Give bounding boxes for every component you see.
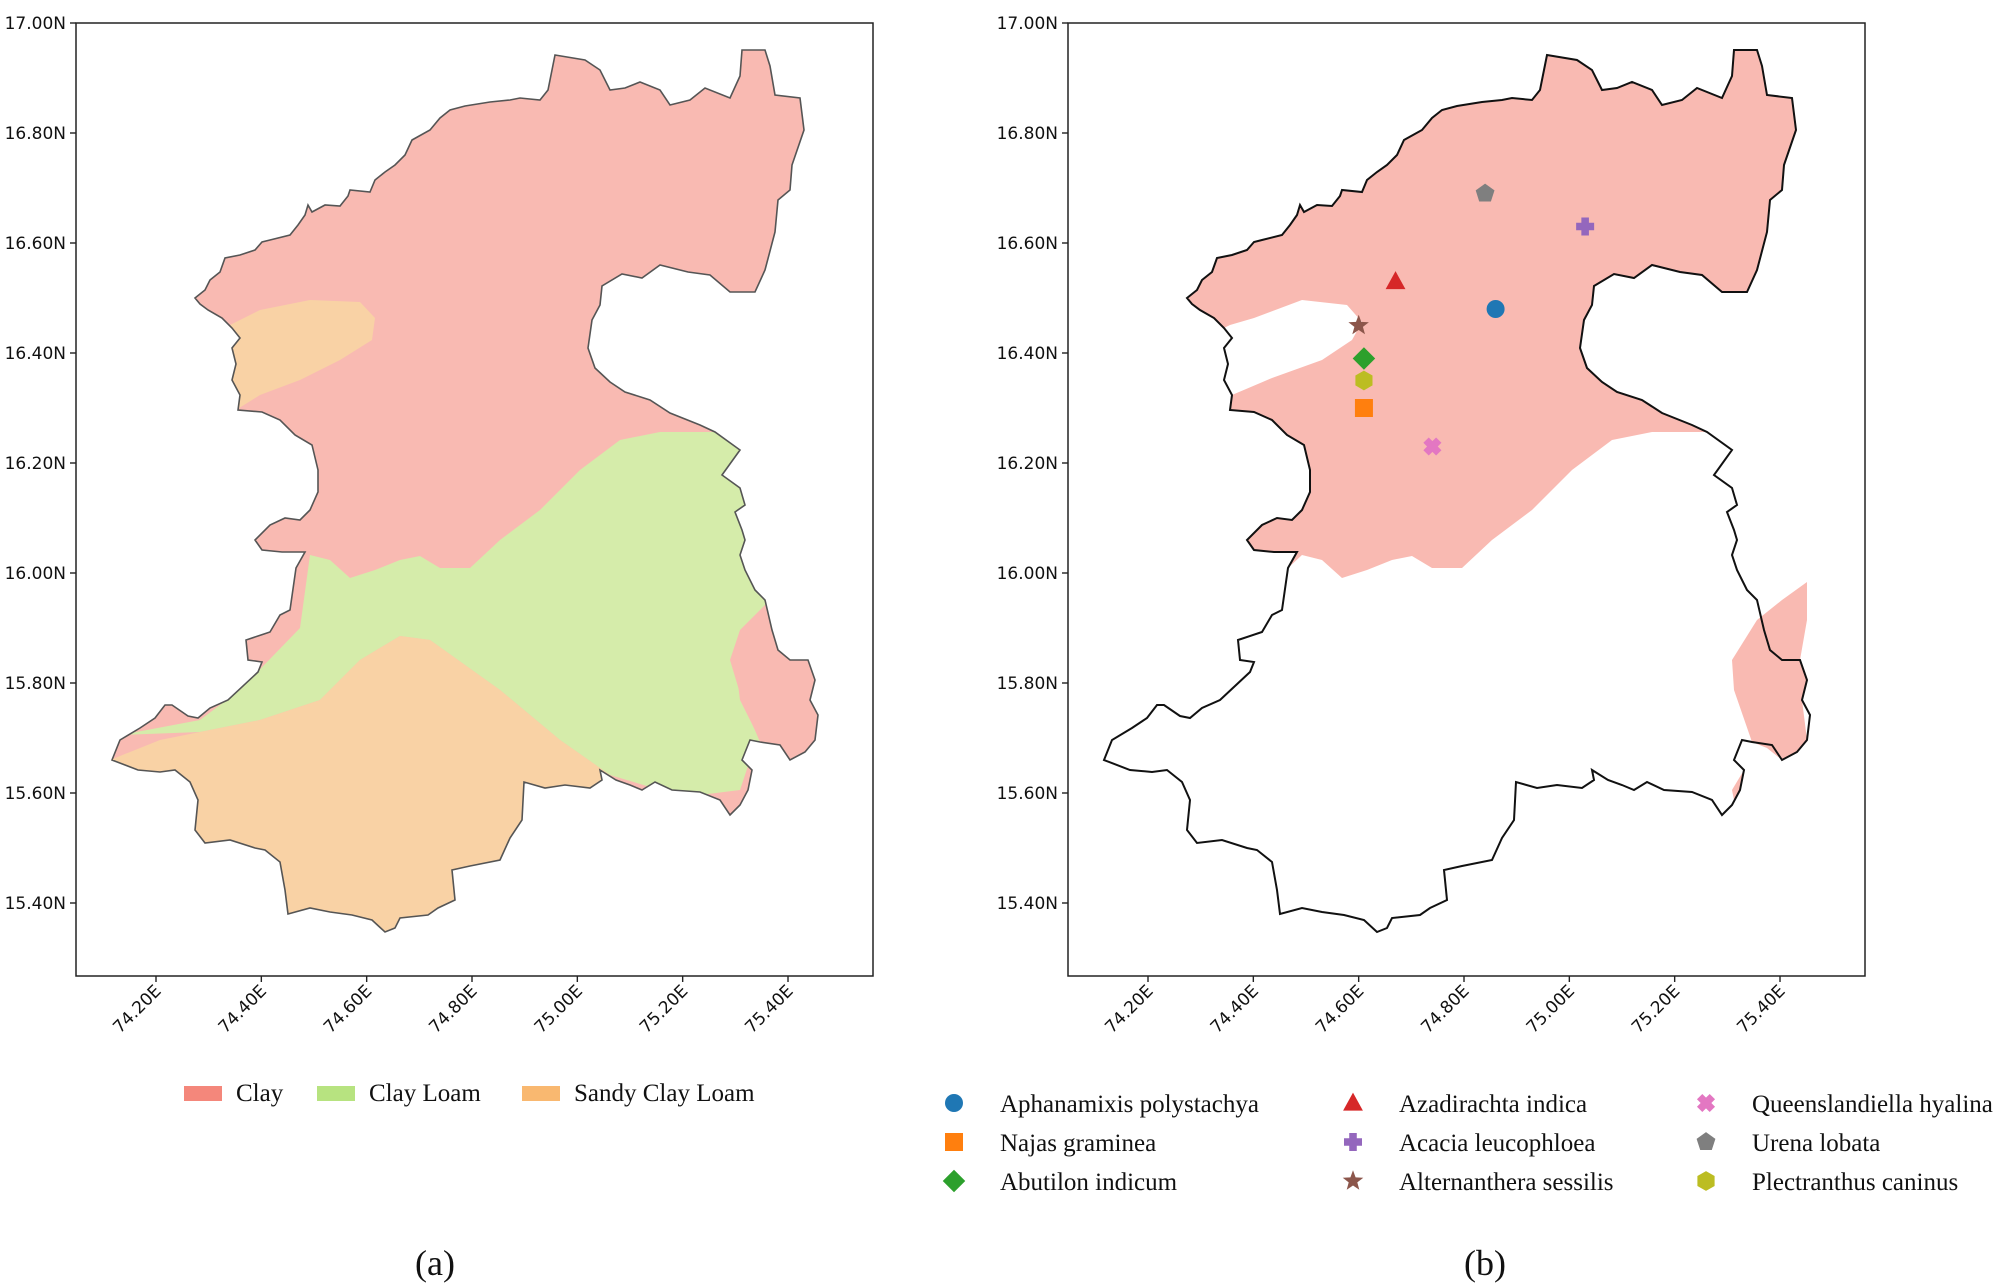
x-tick-label: 74.80E — [1417, 981, 1473, 1037]
y-tick-label: 17.00N — [5, 14, 66, 34]
star-marker-icon — [1342, 1170, 1364, 1190]
species-point — [1576, 217, 1595, 236]
soil-sandy-clay-loam-west — [215, 300, 375, 410]
legend-label: Clay Loam — [369, 1080, 481, 1107]
legend-label: Clay — [236, 1080, 284, 1107]
y-tick-label: 16.60N — [5, 234, 66, 254]
legend-b: Aphanamixis polystachya Najas graminea Abu… — [942, 1091, 1993, 1196]
species-point — [1486, 300, 1505, 318]
legend-swatch — [522, 1086, 560, 1101]
species-point — [1355, 370, 1373, 391]
y-tick-label: 15.80N — [997, 674, 1058, 694]
y-axis-b: 17.00N 16.80N 16.60N 16.40N 16.20N 16.00N 15.8… — [997, 14, 1068, 914]
legend-label: Acacia leucophloea — [1399, 1130, 1595, 1157]
circle-marker-icon — [945, 1094, 963, 1112]
legend-item: Acacia leucophloea — [1344, 1130, 1595, 1157]
y-tick-label: 16.60N — [997, 234, 1058, 254]
x-axis-b: 74.20E 74.40E 74.60E 74.80E 75.00E 75.20E 75.4… — [1101, 976, 1790, 1038]
soil-clay-loam-region — [120, 432, 770, 795]
legend-label: Azadirachta indica — [1399, 1091, 1587, 1118]
soil-clay-east-lobe-b — [1732, 582, 1807, 760]
x-tick-label: 74.80E — [425, 981, 481, 1037]
x-marker-icon — [1696, 1093, 1716, 1113]
x-tick-label: 75.00E — [531, 981, 587, 1037]
y-tick-label: 16.40N — [997, 344, 1058, 364]
legend-item: Clay Loam — [317, 1080, 481, 1107]
square-marker-icon — [945, 1133, 963, 1151]
x-tick-label: 75.40E — [1733, 981, 1789, 1037]
soil-clay-south-tip-b — [1732, 770, 1744, 800]
pentagon-marker-icon — [1696, 1132, 1716, 1150]
map-panel-b: 17.00N 16.80N 16.60N 16.40N 16.20N 16.00N 15.8… — [942, 14, 1993, 1283]
legend-item: Plectranthus caninus — [1697, 1169, 1958, 1196]
legend-item: Clay — [184, 1080, 284, 1107]
legend-swatch — [317, 1086, 355, 1101]
species-points — [1348, 183, 1595, 456]
legend-label: Abutilon indicum — [1000, 1169, 1178, 1196]
x-axis-a: 74.20E 74.40E 74.60E 74.80E 75.00E 75.20E 75.4… — [109, 976, 798, 1038]
y-tick-label: 16.80N — [5, 124, 66, 144]
species-point — [1385, 271, 1406, 290]
y-tick-label: 15.40N — [5, 894, 66, 914]
map-panel-a: 17.00N 16.80N 16.60N 16.40N 16.20N 16.00N 15.8… — [5, 14, 874, 1283]
legend-label: Alternanthera sessilis — [1399, 1169, 1614, 1196]
legend-item: Abutilon indicum — [942, 1169, 1178, 1196]
legend-label: Sandy Clay Loam — [574, 1080, 755, 1107]
legend-item: Najas graminea — [945, 1130, 1156, 1157]
x-tick-label: 75.40E — [741, 981, 797, 1037]
hexagon-marker-icon — [1697, 1171, 1715, 1191]
x-tick-label: 75.20E — [636, 981, 692, 1037]
legend-swatch — [184, 1086, 222, 1101]
legend-item: Sandy Clay Loam — [522, 1080, 755, 1107]
x-tick-label: 75.20E — [1628, 981, 1684, 1037]
y-tick-label: 15.60N — [997, 784, 1058, 804]
x-tick-label: 74.20E — [109, 981, 165, 1037]
legend-item: Alternanthera sessilis — [1342, 1169, 1614, 1196]
species-point — [1348, 314, 1369, 335]
legend-label: Plectranthus caninus — [1752, 1169, 1958, 1196]
y-tick-label: 16.80N — [997, 124, 1058, 144]
legend-label: Najas graminea — [1000, 1130, 1156, 1157]
y-tick-label: 16.00N — [997, 564, 1058, 584]
y-tick-label: 16.40N — [5, 344, 66, 364]
species-point — [1354, 399, 1373, 417]
y-tick-label: 15.40N — [997, 894, 1058, 914]
species-point — [1352, 347, 1376, 370]
caption-a: (a) — [415, 1243, 455, 1283]
x-tick-label: 74.60E — [1312, 981, 1368, 1037]
species-point — [1423, 437, 1442, 456]
triangle-marker-icon — [1343, 1092, 1363, 1111]
x-tick-label: 74.40E — [1207, 981, 1263, 1037]
y-axis-a: 17.00N 16.80N 16.60N 16.40N 16.20N 16.00N 15.8… — [5, 14, 76, 914]
y-tick-label: 17.00N — [997, 14, 1058, 34]
x-tick-label: 74.60E — [320, 981, 376, 1037]
plus-marker-icon — [1344, 1133, 1362, 1151]
y-tick-label: 15.80N — [5, 674, 66, 694]
y-tick-label: 16.20N — [997, 454, 1058, 474]
legend-item: Queenslandiella hyalina — [1696, 1091, 1993, 1118]
legend-label: Aphanamixis polystachya — [1000, 1091, 1259, 1118]
legend-label: Urena lobata — [1752, 1130, 1880, 1157]
y-tick-label: 15.60N — [5, 784, 66, 804]
x-tick-label: 75.00E — [1523, 981, 1579, 1037]
legend-label: Queenslandiella hyalina — [1752, 1091, 1993, 1118]
y-tick-label: 16.20N — [5, 454, 66, 474]
caption-b: (b) — [1464, 1243, 1506, 1283]
legend-item: Azadirachta indica — [1343, 1091, 1587, 1118]
legend-a: Clay Clay Loam Sandy Clay Loam — [184, 1080, 755, 1107]
y-tick-label: 16.00N — [5, 564, 66, 584]
diamond-marker-icon — [942, 1169, 966, 1193]
legend-item: Urena lobata — [1696, 1130, 1880, 1157]
x-tick-label: 74.20E — [1101, 981, 1157, 1037]
legend-item: Aphanamixis polystachya — [945, 1091, 1259, 1118]
species-point — [1475, 183, 1495, 202]
x-tick-label: 74.40E — [215, 981, 271, 1037]
